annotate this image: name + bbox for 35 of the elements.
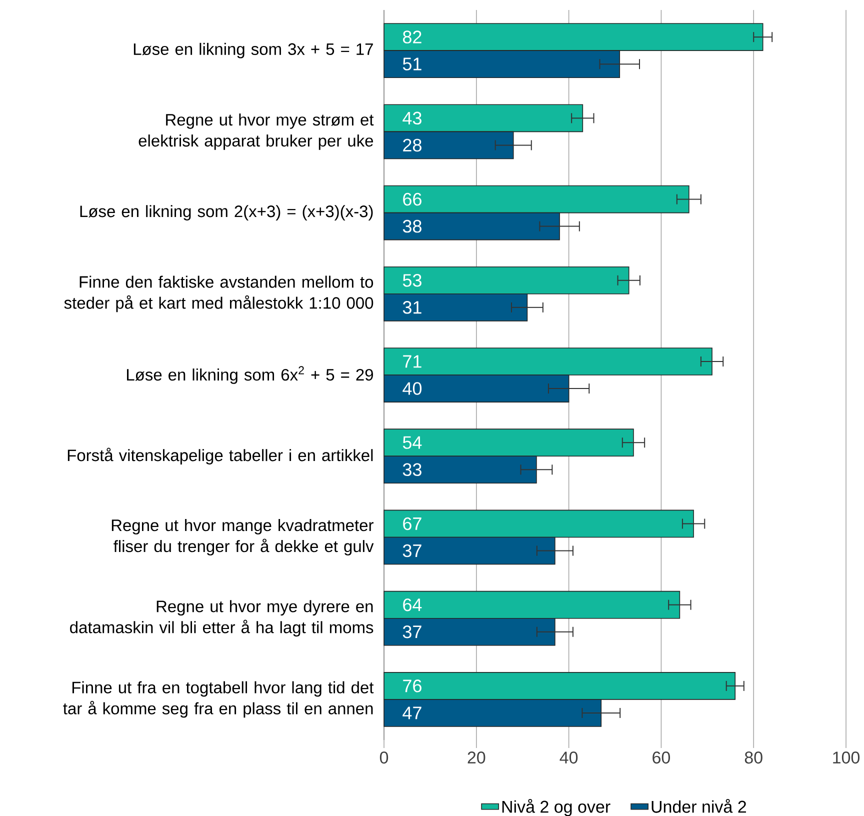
y-tick-label: Finne den faktiske avstanden mellom to steder på et kart med målestokk 1:10 000: [64, 276, 374, 312]
y-tick-label: Løse en likning som 3x + 5 = 17: [134, 42, 373, 58]
legend-label: Under nivå 2: [652, 798, 746, 813]
data-label: 82: [402, 30, 422, 44]
y-tick-label: Regne ut hvor mye dyrere en datamaskin vil bli etter å ha lagt til moms: [70, 600, 374, 637]
y-tick-label: Løse en likning som 6x$^{2}$ + 5 = 29: [127, 366, 373, 384]
data-label: 71: [403, 355, 422, 368]
data-label: 38: [402, 220, 422, 233]
data-label: 64: [403, 598, 422, 612]
data-label: 37: [402, 625, 422, 638]
data-label: 51: [402, 58, 422, 70]
data-label: 43: [402, 112, 422, 125]
data-label: 54: [402, 436, 422, 449]
x-tick-label: 80: [744, 752, 762, 764]
data-label: 37: [402, 544, 422, 558]
x-tick-label: 0: [380, 752, 388, 764]
y-tick-label: Løse en likning som 2(x+3) = (x+3)(x-3): [80, 205, 373, 220]
x-tick-label: 20: [468, 752, 486, 764]
data-label: 53: [402, 274, 422, 287]
legend-label: Nivå 2 og over: [502, 798, 610, 816]
data-label: 47: [402, 706, 422, 720]
data-label: 76: [403, 680, 422, 692]
data-label: 31: [402, 301, 422, 314]
y-tick-label: Regne ut hvor mange kvadratmeter fliser du trenger for å dekke et gulv: [112, 519, 374, 556]
x-tick-label: 60: [652, 752, 670, 764]
y-tick-label: Regne ut hvor mye strøm et elektrisk apparat bruker per uke: [138, 113, 374, 150]
data-label: 67: [403, 517, 422, 530]
x-tick-label: 40: [560, 752, 578, 764]
data-label: 28: [403, 138, 422, 152]
data-label: 33: [402, 463, 422, 476]
x-tick-label: 100: [833, 752, 860, 764]
y-tick-label: Forstå vitenskapelige tabeller i en artikkel: [68, 448, 373, 464]
data-label: 66: [403, 192, 422, 206]
y-tick-label: Finne ut fra en togtabell hvor lang tid det tar å komme seg fra en plass til en annen: [63, 681, 374, 718]
data-label: 40: [402, 382, 422, 395]
